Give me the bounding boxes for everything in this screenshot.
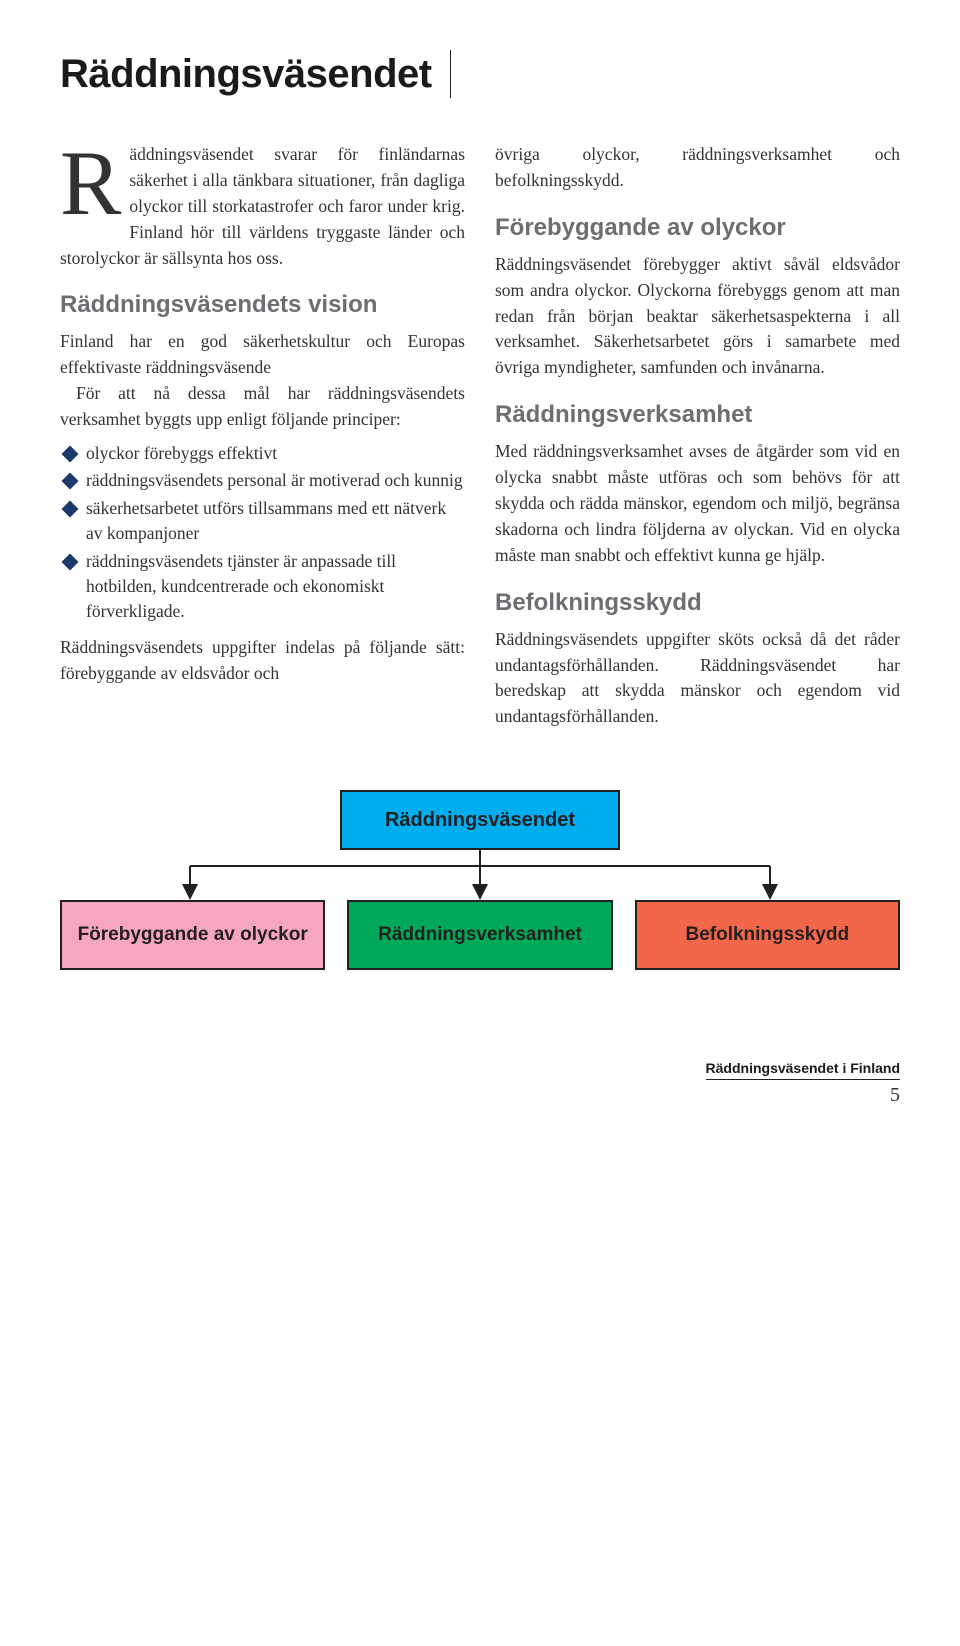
- diagram-box-label: Befolkningsskydd: [685, 924, 849, 946]
- page-footer: Räddningsväsendet i Finland 5: [60, 1060, 900, 1107]
- page-title-wrap: Räddningsväsendet: [60, 50, 900, 98]
- diagram-box-label: Räddningsverksamhet: [378, 924, 582, 946]
- vision-p2: För att nå dessa mål har räddningsväsend…: [60, 381, 465, 433]
- footer-label: Räddningsväsendet i Finland: [706, 1060, 900, 1080]
- heading-vision: Räddningsväsendets vision: [60, 291, 465, 319]
- intro-paragraph: Räddningsväsendet svarar för finländarna…: [60, 142, 465, 271]
- forebyggande-paragraph: Räddningsväsendet förebygger aktivt såvä…: [495, 252, 900, 381]
- footer-page-number: 5: [890, 1084, 900, 1107]
- list-item: säkerhetsarbetet utförs tillsammans med …: [60, 496, 465, 547]
- tail-paragraph: Räddningsväsendets uppgifter indelas på …: [60, 635, 465, 687]
- connector-svg: [60, 850, 900, 900]
- diagram-top-label: Räddningsväsendet: [385, 809, 575, 832]
- diagram-top-box: Räddningsväsendet: [340, 790, 620, 850]
- heading-befolkning: Befolkningsskydd: [495, 589, 900, 617]
- org-diagram: Räddningsväsendet: [60, 790, 900, 970]
- diagram-box-forebyggande: Förebyggande av olyckor: [60, 900, 325, 970]
- continuation-paragraph: övriga olyckor, räddningsverksamhet och …: [495, 142, 900, 194]
- befolkning-paragraph: Räddningsväsendets uppgifter sköts också…: [495, 627, 900, 731]
- diagram-connectors: [60, 850, 900, 900]
- right-column: övriga olyckor, räddningsverksamhet och …: [495, 142, 900, 730]
- page-title: Räddningsväsendet: [60, 52, 432, 97]
- title-divider: [450, 50, 451, 98]
- vision-p1: Finland har en god säkerhetskultur och E…: [60, 329, 465, 381]
- heading-verksamhet: Räddningsverksamhet: [495, 401, 900, 429]
- principles-list: olyckor förebyggs effektivt räddningsväs…: [60, 441, 465, 625]
- text-columns: Räddningsväsendet svarar för finländarna…: [60, 142, 900, 730]
- list-item: räddningsväsendets tjänster är anpassade…: [60, 549, 465, 625]
- dropcap: R: [60, 142, 129, 220]
- list-item: räddningsväsendets personal är motiverad…: [60, 468, 465, 493]
- left-column: Räddningsväsendet svarar för finländarna…: [60, 142, 465, 730]
- diagram-box-befolkning: Befolkningsskydd: [635, 900, 900, 970]
- heading-forebyggande: Förebyggande av olyckor: [495, 214, 900, 242]
- diagram-box-verksamhet: Räddningsverksamhet: [347, 900, 612, 970]
- verksamhet-paragraph: Med räddningsverksamhet avses de åtgärde…: [495, 439, 900, 568]
- diagram-box-label: Förebyggande av olyckor: [78, 924, 308, 946]
- list-item: olyckor förebyggs effektivt: [60, 441, 465, 466]
